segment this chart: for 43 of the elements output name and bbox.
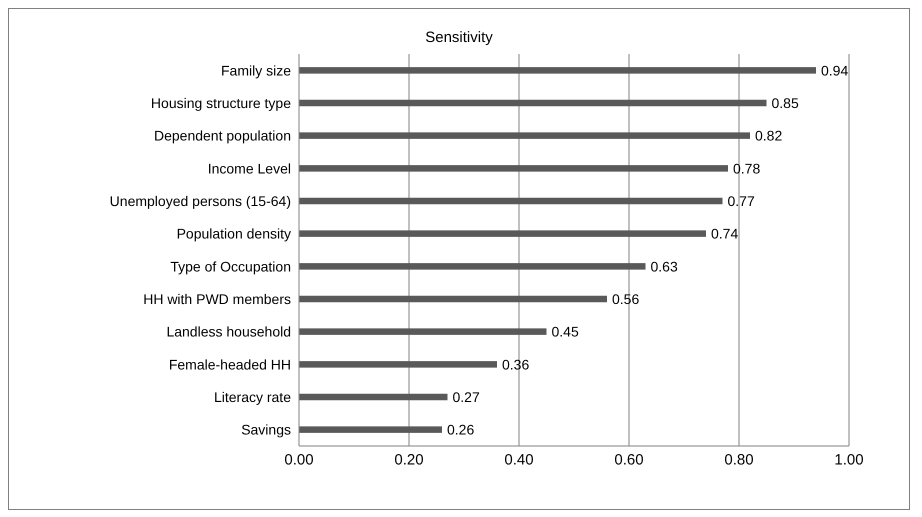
y-tick-label: Population density	[176, 226, 291, 242]
data-label: 0.36	[502, 356, 530, 372]
y-tick-label: HH with PWD members	[143, 290, 291, 307]
text: 0.80	[724, 452, 754, 469]
bar	[299, 230, 706, 237]
y-tick-label: Type of Occupation	[170, 258, 291, 274]
bar	[299, 328, 546, 335]
y-tick-label: Literacy rate	[214, 388, 292, 405]
data-label: 0.63	[650, 258, 678, 274]
y-tick-label: Family size	[220, 62, 292, 78]
data-label: 0.56	[612, 290, 640, 307]
bar	[299, 100, 766, 106]
text: 1.00	[834, 452, 864, 469]
text: 0.60	[614, 452, 644, 469]
data-label: 0.94	[821, 62, 848, 78]
bar	[299, 263, 646, 270]
text: 0.40	[504, 452, 534, 469]
y-tick-label: Savings	[241, 422, 291, 438]
bar	[299, 198, 722, 204]
data-label: 0.77	[728, 192, 755, 209]
data-label: 0.45	[552, 324, 579, 340]
y-tick-label: Female-headed HH	[168, 356, 291, 372]
y-tick-label: Unemployed persons (15-64)	[110, 192, 291, 209]
bar	[299, 67, 816, 74]
chart-title: Sensitivity	[424, 29, 494, 46]
bar	[299, 296, 607, 302]
data-label: 0.27	[452, 388, 480, 405]
y-tick-label: Income Level	[208, 160, 291, 176]
data-label: 0.74	[711, 226, 738, 242]
bar	[299, 394, 448, 400]
data-label: 0.26	[447, 422, 474, 438]
bar	[299, 361, 497, 368]
data-label: 0.85	[772, 94, 799, 111]
data-label: 0.82	[755, 128, 782, 144]
text: 0.20	[394, 452, 424, 469]
bar	[299, 165, 728, 172]
text: 0.00	[284, 452, 314, 469]
bar	[299, 132, 750, 139]
bar	[299, 426, 442, 433]
data-label: 0.78	[733, 160, 760, 176]
y-tick-label: Dependent population	[154, 128, 291, 144]
y-tick-label: Landless household	[166, 324, 291, 340]
y-tick-label: Housing structure type	[150, 94, 292, 111]
